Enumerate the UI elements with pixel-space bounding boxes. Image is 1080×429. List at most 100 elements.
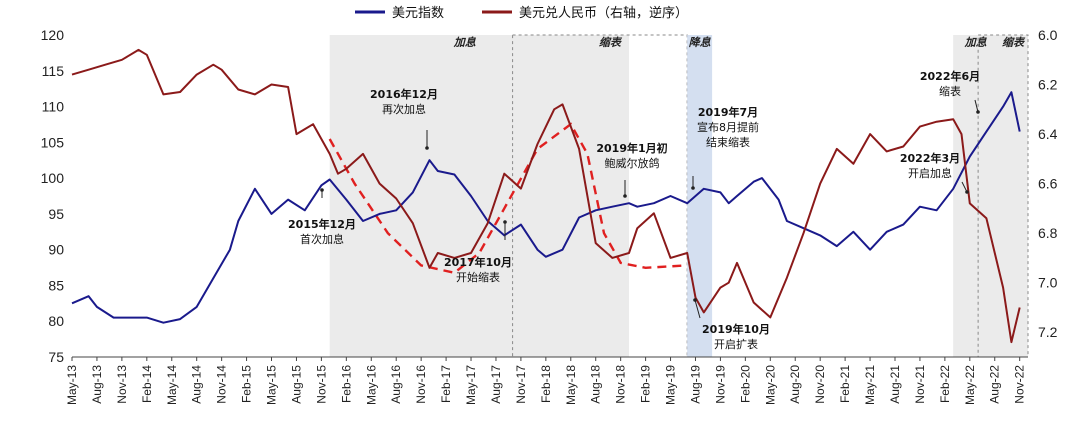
y-right-tick-label: 7.0 xyxy=(1038,275,1058,291)
x-tick-label: Aug-21 xyxy=(888,365,902,404)
y-left-tick-label: 95 xyxy=(48,206,64,222)
y-right-tick-label: 6.4 xyxy=(1038,126,1058,142)
annotation-arrow xyxy=(694,299,701,319)
legend-label-usd-index: 美元指数 xyxy=(392,6,444,21)
x-tick-label: Aug-14 xyxy=(190,365,204,404)
axes-layer: 75 80 85 90 95 100 105 110 115 120 6.0 6.2 6.4 6.6 6.8… xyxy=(41,27,1058,405)
x-tick-label: Feb-15 xyxy=(240,365,254,403)
annotation-text: 2022年3月 xyxy=(900,151,960,165)
x-tick-label: May-19 xyxy=(664,365,678,405)
annotation-text: 结束缩表 xyxy=(706,135,750,149)
x-tick-label: Aug-22 xyxy=(988,365,1002,404)
x-tick-label: Nov-20 xyxy=(813,365,827,404)
annotation-text: 2019年1月初 xyxy=(596,141,667,155)
x-tick-label: Nov-19 xyxy=(713,365,727,404)
y-right-tick-label: 6.8 xyxy=(1038,225,1058,241)
y-left-tick-label: 90 xyxy=(48,242,64,258)
period-label: 缩表 xyxy=(1002,36,1026,49)
annotation-text: 2015年12月 xyxy=(288,217,356,231)
x-tick-label: Feb-19 xyxy=(639,365,653,403)
y-left-tick-label: 110 xyxy=(42,99,65,115)
period-label: 加息 xyxy=(964,36,988,49)
x-tick-label: May-21 xyxy=(863,365,877,405)
y-left-tick-label: 105 xyxy=(41,134,65,150)
period-label: 降息 xyxy=(689,36,712,49)
annotation-arrow-head xyxy=(691,186,695,190)
x-tick-label: Nov-13 xyxy=(115,365,129,404)
trend-curve-layer xyxy=(328,122,688,275)
period-band xyxy=(953,35,1028,357)
y-left-tick-label: 120 xyxy=(41,27,65,43)
y-left-tick-label: 85 xyxy=(48,277,64,293)
annotation-text: 开启加息 xyxy=(908,166,952,180)
annotation-arrow xyxy=(974,99,979,113)
annotation-arrow-head xyxy=(320,188,324,192)
x-tick-label: Feb-14 xyxy=(140,365,154,403)
annotation-text: 鲍威尔放鸽 xyxy=(605,156,660,170)
x-tick-label: Aug-18 xyxy=(589,365,603,404)
annotation-text: 首次加息 xyxy=(300,232,344,246)
x-tick-label: May-16 xyxy=(364,365,378,405)
annotation-text: 宣布8月提前 xyxy=(697,120,759,134)
x-tick-label: Nov-18 xyxy=(614,365,628,404)
x-tick-label: May-17 xyxy=(464,365,478,405)
series-line-usd-index xyxy=(71,91,1021,324)
annotation-text: 2016年12月 xyxy=(370,87,438,101)
legend-label-usdcny: 美元兑人民币（右轴，逆序） xyxy=(519,5,688,21)
annotation-text: 2022年6月 xyxy=(920,69,980,83)
x-tick-label: Nov-15 xyxy=(314,365,328,404)
x-tick-label: May-13 xyxy=(65,365,79,405)
y-left-tick-label: 115 xyxy=(42,63,65,79)
x-tick-label: Feb-16 xyxy=(339,365,353,403)
y-right-tick-label: 6.6 xyxy=(1038,176,1058,192)
period-shading-layer: 加息 缩表 降息 加息 缩表 xyxy=(329,34,1029,358)
series-line-usdcny xyxy=(71,48,1021,344)
y-right-tick-label: 6.2 xyxy=(1038,77,1058,93)
annotation-text: 2019年7月 xyxy=(698,105,758,119)
annotation-text: 再次加息 xyxy=(382,102,426,116)
x-tick-label: Aug-13 xyxy=(90,365,104,404)
annotation-arrow-head xyxy=(693,298,697,302)
x-tick-label: Feb-22 xyxy=(938,365,952,403)
x-tick-label: Feb-17 xyxy=(439,365,453,403)
x-tick-label: Aug-16 xyxy=(389,365,403,404)
annotation-arrow-head xyxy=(503,220,507,224)
annotation-text: 2017年10月 xyxy=(444,255,512,269)
period-label: 加息 xyxy=(453,36,477,49)
x-tick-label: Aug-20 xyxy=(788,365,802,404)
x-tick-label: Aug-15 xyxy=(289,365,303,404)
x-tick-label: May-20 xyxy=(763,365,777,405)
x-tick-label: Feb-21 xyxy=(838,365,852,403)
x-tick-label: May-22 xyxy=(963,365,977,405)
period-label: 缩表 xyxy=(599,36,623,49)
annotation-arrow xyxy=(961,181,968,193)
x-tick-label: May-14 xyxy=(165,365,179,405)
x-tick-label: Feb-20 xyxy=(738,365,752,403)
series-layer xyxy=(71,48,1021,344)
x-tick-label: Nov-14 xyxy=(215,365,229,404)
annotation-text: 开始缩表 xyxy=(456,270,500,284)
x-tick-label: Nov-16 xyxy=(414,365,428,404)
y-right-tick-label: 6.0 xyxy=(1038,27,1058,43)
period-band xyxy=(687,35,713,357)
trend-dashed-curve xyxy=(328,122,688,275)
period-band xyxy=(329,35,629,357)
legend: 美元指数 美元兑人民币（右轴，逆序） xyxy=(355,5,688,21)
x-tick-label: Aug-19 xyxy=(688,365,702,404)
annotation-arrow-head xyxy=(965,190,969,194)
annotation-text: 开启扩表 xyxy=(714,337,758,351)
y-left-tick-label: 100 xyxy=(41,170,65,186)
x-tick-label: Nov-22 xyxy=(1013,365,1027,404)
y-right-tick-label: 7.2 xyxy=(1038,324,1058,340)
annotation-arrow-head xyxy=(623,194,627,198)
